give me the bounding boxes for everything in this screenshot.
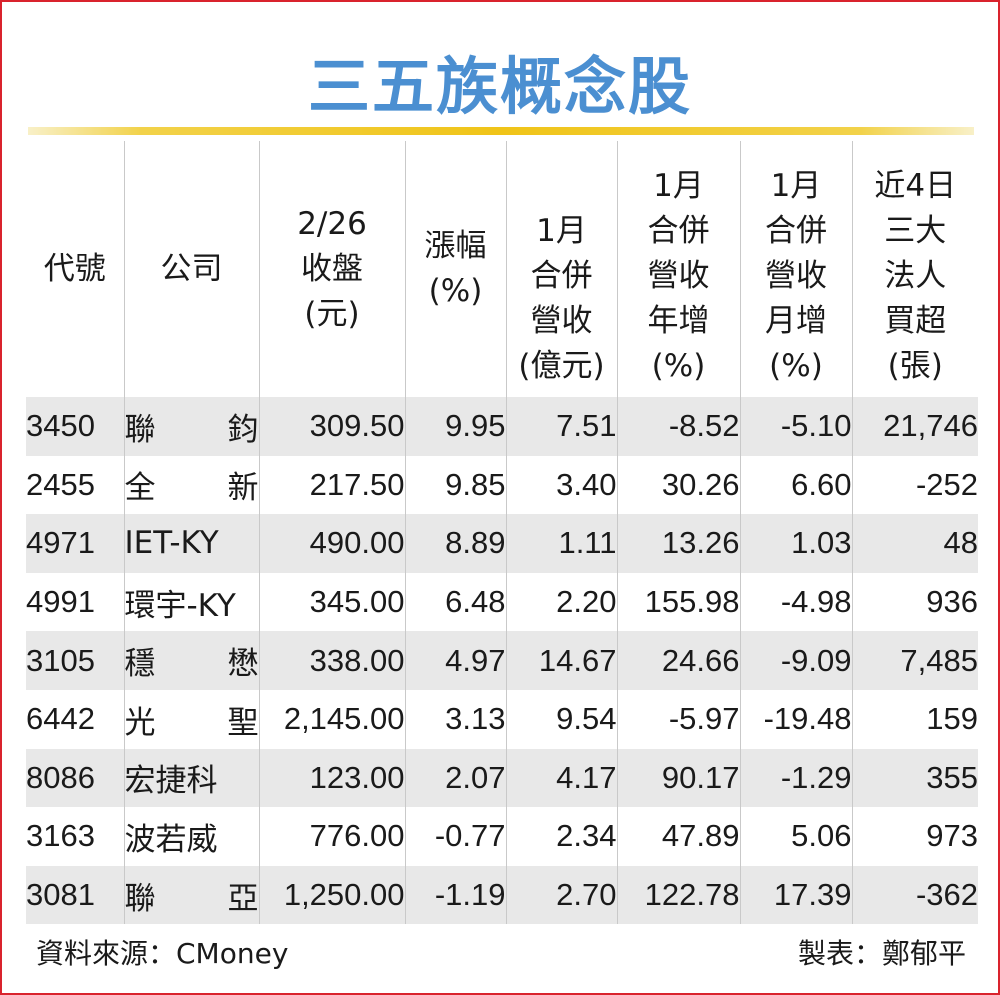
- header-revenue: 1月 合併 營收 (億元): [506, 141, 618, 397]
- cell-close: 123.00: [259, 748, 406, 808]
- cell-close: 776.00: [259, 807, 406, 866]
- cell-company: 聯 鈞: [124, 397, 260, 456]
- cell-code: 3450: [26, 397, 125, 456]
- cell-revenue-mom: -9.09: [740, 631, 853, 690]
- cell-change: 4.97: [405, 631, 507, 690]
- table-row: 6442 光 聖 2,145.00 3.13 9.54 -5.97 -19.48 159: [26, 689, 978, 749]
- cell-revenue: 2.70: [506, 865, 618, 925]
- cell-net-buy: -252: [852, 455, 978, 515]
- cell-revenue-yoy: 155.98: [617, 572, 741, 632]
- header-code: 代號: [26, 141, 125, 397]
- cell-change: 2.07: [405, 748, 507, 808]
- stock-table: 代號 公司 2/26 收盤 (元) 漲幅 (%) 1月 合併 營收 (億元) 1…: [26, 141, 978, 925]
- cell-change: -1.19: [405, 865, 507, 925]
- table-row: 8086 宏捷科 123.00 2.07 4.17 90.17 -1.29 355: [26, 748, 978, 808]
- cell-revenue-yoy: -8.52: [617, 397, 741, 456]
- cell-revenue-mom: 5.06: [740, 807, 853, 866]
- cell-net-buy: 936: [852, 572, 978, 632]
- cell-revenue-mom: -5.10: [740, 397, 853, 456]
- header-close: 2/26 收盤 (元): [259, 141, 406, 397]
- cell-code: 2455: [26, 455, 125, 515]
- cell-code: 3163: [26, 807, 125, 866]
- cell-revenue: 7.51: [506, 397, 618, 456]
- cell-close: 309.50: [259, 397, 406, 456]
- cell-close: 338.00: [259, 631, 406, 690]
- table-row: 3163 波若威 776.00 -0.77 2.34 47.89 5.06 973: [26, 807, 978, 866]
- cell-change: -0.77: [405, 807, 507, 866]
- cell-change: 9.85: [405, 455, 507, 515]
- cell-revenue: 3.40: [506, 455, 618, 515]
- cell-revenue-mom: -4.98: [740, 572, 853, 632]
- cell-net-buy: 973: [852, 807, 978, 866]
- cell-company: 光 聖: [124, 689, 260, 749]
- cell-company: 穩 懋: [124, 631, 260, 690]
- cell-revenue: 1.11: [506, 514, 618, 573]
- maker-note: 製表：鄭郁平: [797, 937, 966, 970]
- table-row: 3450 聯 鈞 309.50 9.95 7.51 -8.52 -5.10 21,746: [26, 397, 978, 456]
- cell-code: 8086: [26, 748, 125, 808]
- cell-change: 8.89: [405, 514, 507, 573]
- cell-net-buy: 21,746: [852, 397, 978, 456]
- source-note: 資料來源：CMoney: [36, 937, 289, 970]
- footer: 資料來源：CMoney 製表：鄭郁平: [2, 928, 998, 972]
- header-revenue-yoy: 1月 合併 營收 年增 (%): [617, 141, 741, 397]
- cell-code: 3105: [26, 631, 125, 690]
- cell-revenue-yoy: 24.66: [617, 631, 741, 690]
- cell-revenue-mom: 1.03: [740, 514, 853, 573]
- table-row: 4971 IET-KY 490.00 8.89 1.11 13.26 1.03 48: [26, 514, 978, 573]
- cell-net-buy: 159: [852, 689, 978, 749]
- cell-net-buy: 48: [852, 514, 978, 573]
- cell-revenue-yoy: -5.97: [617, 689, 741, 749]
- cell-close: 490.00: [259, 514, 406, 573]
- cell-change: 3.13: [405, 689, 507, 749]
- header-revenue-mom: 1月 合併 營收 月增 (%): [740, 141, 853, 397]
- cell-close: 345.00: [259, 572, 406, 632]
- cell-company: 宏捷科: [124, 748, 260, 808]
- cell-company: 全 新: [124, 455, 260, 515]
- table-row: 3081 聯 亞 1,250.00 -1.19 2.70 122.78 17.39 -362: [26, 865, 978, 925]
- cell-change: 9.95: [405, 397, 507, 456]
- cell-code: 6442: [26, 689, 125, 749]
- table-row: 2455 全 新 217.50 9.85 3.40 30.26 6.60 -252: [26, 455, 978, 515]
- cell-company: IET-KY: [124, 514, 260, 573]
- header-institutional-net-buy: 近4日 三大 法人 買超 (張): [874, 168, 957, 384]
- cell-close: 217.50: [259, 455, 406, 515]
- cell-revenue-yoy: 47.89: [617, 807, 741, 866]
- cell-company: 聯 亞: [124, 865, 260, 925]
- cell-net-buy: -362: [852, 865, 978, 925]
- title-divider: [28, 127, 974, 135]
- cell-revenue: 4.17: [506, 748, 618, 808]
- cell-revenue-yoy: 122.78: [617, 865, 741, 925]
- cell-net-buy: 7,485: [852, 631, 978, 690]
- cell-company: 波若威: [124, 807, 260, 866]
- cell-revenue-mom: 6.60: [740, 455, 853, 515]
- cell-revenue-yoy: 90.17: [617, 748, 741, 808]
- cell-change: 6.48: [405, 572, 507, 632]
- cell-revenue: 2.34: [506, 807, 618, 866]
- cell-code: 4971: [26, 514, 125, 573]
- cell-close: 1,250.00: [259, 865, 406, 925]
- cell-close: 2,145.00: [259, 689, 406, 749]
- header-company: 公司: [124, 141, 260, 397]
- cell-net-buy: 355: [852, 748, 978, 808]
- cell-revenue-yoy: 13.26: [617, 514, 741, 573]
- cell-code: 3081: [26, 865, 125, 925]
- table-body: 3450 聯 鈞 309.50 9.95 7.51 -8.52 -5.10 21,746 245…: [26, 397, 978, 925]
- cell-revenue: 2.20: [506, 572, 618, 632]
- header-change: 漲幅 (%): [405, 141, 507, 397]
- cell-code: 4991: [26, 572, 125, 632]
- cell-revenue-mom: 17.39: [740, 865, 853, 925]
- table-row: 3105 穩 懋 338.00 4.97 14.67 24.66 -9.09 7,485: [26, 631, 978, 690]
- cell-revenue-mom: -1.29: [740, 748, 853, 808]
- cell-company: 環宇-KY: [124, 572, 260, 632]
- cell-revenue: 14.67: [506, 631, 618, 690]
- cell-revenue-yoy: 30.26: [617, 455, 741, 515]
- cell-revenue: 9.54: [506, 689, 618, 749]
- table-header-row: 代號 公司 2/26 收盤 (元) 漲幅 (%) 1月 合併 營收 (億元) 1…: [26, 141, 978, 397]
- table-row: 4991 環宇-KY 345.00 6.48 2.20 155.98 -4.98 936: [26, 572, 978, 632]
- cell-revenue-mom: -19.48: [740, 689, 853, 749]
- page-title: 三五族概念股: [307, 50, 692, 123]
